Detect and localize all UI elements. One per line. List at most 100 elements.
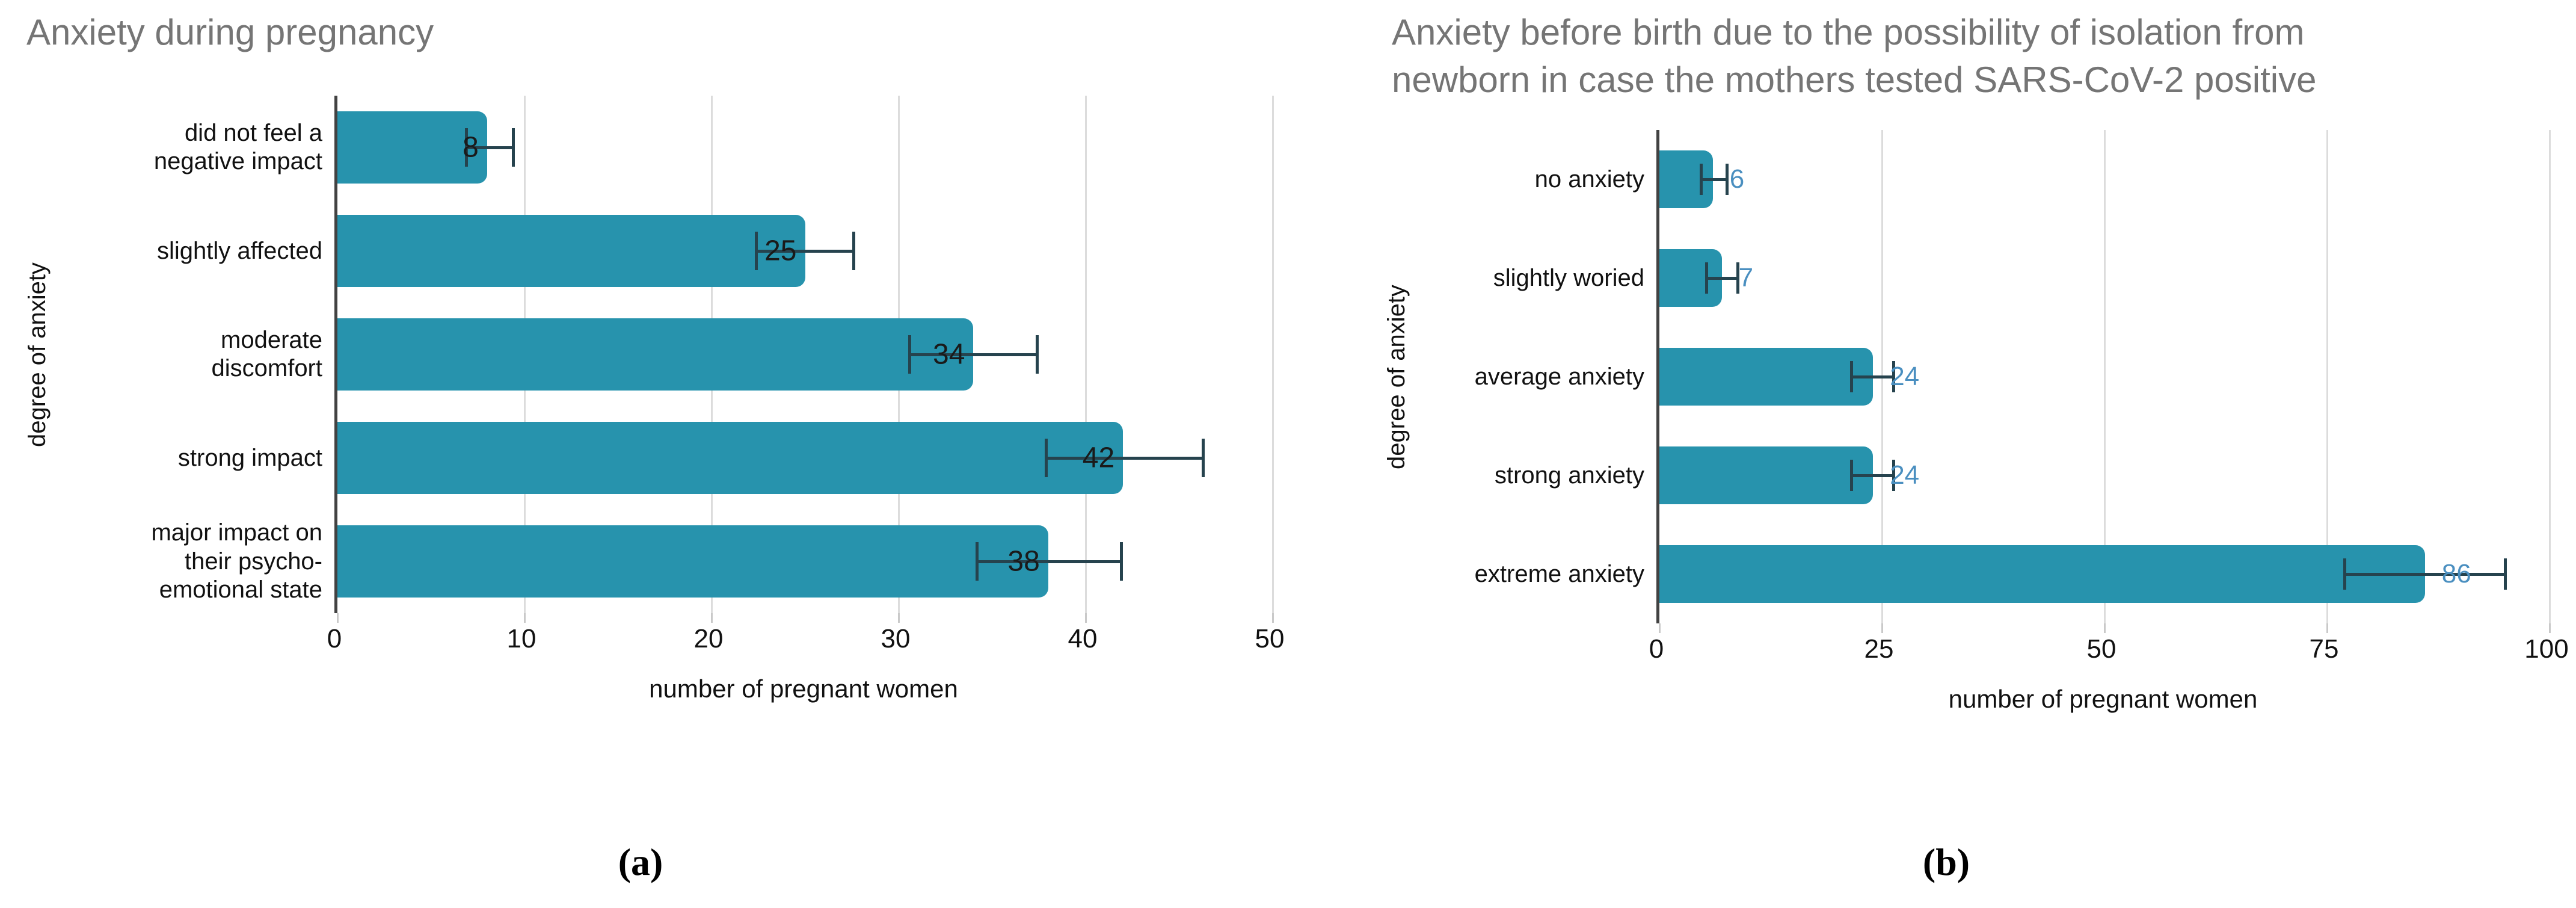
- category-label-line: emotional state: [159, 576, 322, 603]
- category-label: moderate discomfort: [57, 303, 334, 406]
- error-bar-line: [1851, 474, 1894, 477]
- error-bar-cap: [1705, 262, 1708, 294]
- chart-b-title: Anxiety before birth due to the possibil…: [1392, 8, 2474, 103]
- category-label: no anxiety: [1416, 130, 1656, 229]
- error-bar-cap: [908, 335, 912, 374]
- category-label-line: moderate: [221, 327, 322, 353]
- category-label-line: did not feel a: [184, 120, 322, 146]
- bar-value-label: 24: [1890, 460, 1920, 490]
- chart-b-body: degree of anxiety no anxiety slightly wor…: [1377, 130, 2574, 714]
- chart-b-plot-area: 6 7 24 24 86: [1656, 130, 2551, 634]
- bar-value-label: 86: [2441, 559, 2471, 589]
- chart-b-title-line-2: newborn in case the mothers tested SARS-…: [1392, 60, 2317, 100]
- error-bar-line: [2344, 572, 2505, 576]
- bar-value-label: 24: [1890, 362, 1920, 392]
- chart-a-plot-area: 8 25 34 42 38: [334, 96, 1274, 623]
- gridline: [2326, 130, 2328, 624]
- category-label-line: their psycho-: [185, 548, 322, 575]
- chart-b-ylabel-wrap: degree of anxiety: [1377, 130, 1416, 623]
- bar-extreme-anxiety: [1659, 545, 2425, 604]
- error-bar-cap: [1736, 262, 1739, 294]
- gridline: [2103, 130, 2106, 624]
- bar-value-label: 6: [1729, 164, 1745, 194]
- bar-value-label: 38: [1007, 545, 1040, 578]
- x-tick-label: 0: [327, 624, 342, 654]
- category-label-line: strong impact: [177, 444, 322, 471]
- error-bar-cap: [1700, 164, 1703, 196]
- bar-slightly-affected: [337, 215, 805, 288]
- category-label-line: major impact on: [151, 519, 322, 546]
- chart-b-y-axis-label: degree of anxiety: [1383, 284, 1410, 469]
- error-bar-line: [909, 353, 1037, 356]
- error-bar-cap: [1850, 361, 1854, 393]
- chart-a-body: degree of anxiety did not feel a negative…: [18, 96, 1311, 703]
- error-bar-line: [466, 146, 514, 149]
- chart-b-x-axis-ticks: 0 25 50 75 100: [1649, 623, 2569, 670]
- chart-a-anxiety-during-pregnancy: Anxiety during pregnancy degree of anxie…: [18, 5, 1311, 703]
- x-tick-label: 30: [881, 624, 911, 654]
- category-label-line: discomfort: [211, 355, 323, 382]
- error-bar-cap: [1892, 460, 1895, 492]
- gridline: [1271, 96, 1274, 614]
- axis-tick-mark: [897, 613, 900, 623]
- chart-b-plot-column: 6 7 24 24 86 0 25 50 75 100 number of pregnant w…: [1649, 130, 2569, 714]
- chart-a-x-axis-ticks: 0 10 20 30 40 50: [327, 613, 1285, 660]
- chart-b-category-labels: no anxiety slightly woried average anxiety…: [1416, 130, 1656, 623]
- category-label: major impact on their psycho-emotional st…: [57, 510, 334, 613]
- x-tick-label: 40: [1068, 624, 1098, 654]
- x-tick-label: 20: [693, 624, 724, 654]
- axis-tick-mark: [523, 613, 526, 623]
- x-tick-label: 100: [2524, 634, 2569, 664]
- error-bar-cap: [1850, 460, 1854, 492]
- error-bar-cap: [755, 232, 758, 271]
- bar-value-label: 42: [1082, 442, 1115, 474]
- bar-value-label: 34: [933, 338, 965, 371]
- category-label: extreme anxiety: [1416, 525, 1656, 623]
- category-label-line: negative impact: [153, 148, 322, 175]
- error-bar-cap: [852, 232, 855, 271]
- chart-a-y-axis-label: degree of anxiety: [23, 262, 51, 447]
- axis-tick-mark: [1084, 613, 1087, 623]
- axis-tick-mark: [710, 613, 713, 623]
- gridline: [1084, 96, 1087, 614]
- chart-a-title: Anxiety during pregnancy: [26, 12, 434, 52]
- category-label-line: average anxiety: [1474, 363, 1644, 390]
- chart-a-ylabel-wrap: degree of anxiety: [18, 96, 57, 613]
- error-bar-cap: [1892, 361, 1895, 393]
- category-label: strong anxiety: [1416, 426, 1656, 525]
- gridline: [2548, 130, 2551, 624]
- x-tick-label: 10: [506, 624, 536, 654]
- chart-a-category-labels: did not feel a negative impact slightly af…: [57, 96, 334, 613]
- category-label-line: strong anxiety: [1494, 462, 1644, 489]
- error-bar-cap: [511, 128, 515, 167]
- error-bar-cap: [1045, 439, 1048, 478]
- category-label-line: slightly woried: [1493, 264, 1644, 291]
- bar-value-label: 25: [764, 235, 797, 267]
- bar-major-impact-on-their-psycho-emotional-state: [337, 525, 1048, 598]
- category-label: slightly woried: [1416, 229, 1656, 327]
- x-tick-label: 50: [2086, 634, 2116, 664]
- axis-tick-mark: [2326, 623, 2328, 634]
- axis-tick-mark: [1271, 613, 1274, 623]
- axis-tick-mark: [2548, 623, 2551, 634]
- error-bar-line: [1851, 375, 1894, 378]
- category-label-line: no anxiety: [1534, 165, 1644, 193]
- category-label: average anxiety: [1416, 327, 1656, 426]
- subfigure-caption-b: (b): [1922, 841, 1970, 883]
- category-label-line: extreme anxiety: [1474, 560, 1644, 587]
- error-bar-line: [756, 249, 854, 253]
- category-label: slightly affected: [57, 199, 334, 303]
- category-label: strong impact: [57, 406, 334, 510]
- error-bar-line: [977, 560, 1122, 563]
- chart-b-anxiety-before-birth: Anxiety before birth due to the possibil…: [1377, 5, 2574, 714]
- error-bar-line: [1046, 456, 1203, 460]
- bar-value-label: 7: [1738, 263, 1754, 293]
- bar-moderate-discomfort: [337, 318, 974, 391]
- error-bar-cap: [976, 542, 979, 581]
- x-tick-label: 75: [2309, 634, 2339, 664]
- x-tick-label: 50: [1255, 624, 1285, 654]
- axis-tick-mark: [1881, 623, 1883, 634]
- category-label-line: slightly affected: [157, 237, 322, 264]
- error-bar-cap: [465, 128, 469, 167]
